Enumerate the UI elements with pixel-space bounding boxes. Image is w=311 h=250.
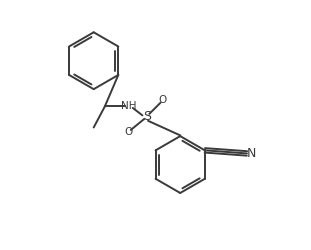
Text: S: S [143,110,151,123]
Text: O: O [159,95,167,105]
Text: O: O [124,128,132,138]
Text: NH: NH [121,102,136,112]
Text: N: N [247,147,257,160]
